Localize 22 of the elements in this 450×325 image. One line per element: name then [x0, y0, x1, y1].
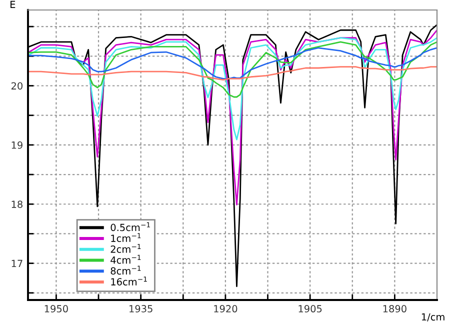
line-series — [28, 66, 437, 81]
x-axis-title: 1/cm — [422, 313, 444, 322]
y-tick-label: 18 — [12, 200, 22, 208]
legend-label: 1cm$^{−1}$ — [111, 233, 141, 242]
x-tick-label: 1890 — [383, 305, 406, 312]
legend-label: 16cm$^{−1}$ — [111, 276, 147, 286]
line-series — [28, 47, 437, 80]
legend-label: 8cm$^{−1}$ — [110, 266, 141, 275]
legend-label: 4cm$^{−1}$ — [110, 254, 141, 264]
x-tick-label: 1935 — [130, 305, 152, 312]
legend-label: 0.5cm$^{−1}$ — [110, 222, 150, 232]
y-tick-label: 17 — [12, 260, 22, 267]
y-tick-label: 19 — [12, 141, 22, 149]
line-series — [28, 29, 437, 206]
x-tick-label: 1920 — [214, 305, 238, 312]
x-tick-label: 1950 — [44, 305, 68, 312]
y-axis-title: E — [10, 0, 16, 8]
legend-label: 2cm$^{−1}$ — [110, 244, 141, 253]
y-tick-label: 20 — [11, 82, 22, 90]
x-tick-label: 1905 — [298, 305, 322, 312]
line-series — [28, 41, 437, 98]
line-series — [28, 37, 437, 140]
